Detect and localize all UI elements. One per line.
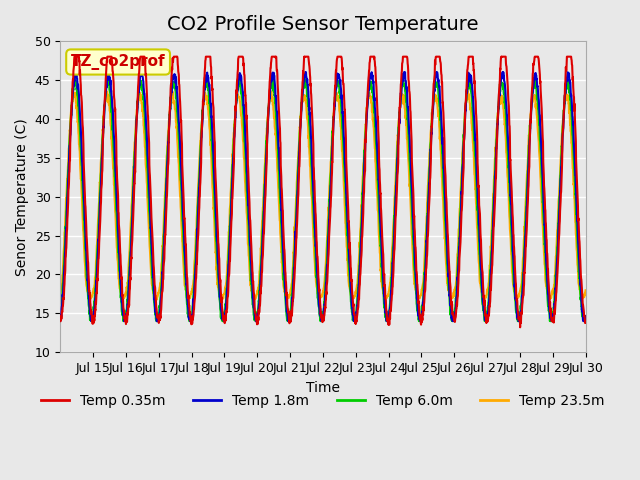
- Temp 6.0m: [56, 314, 64, 320]
- Title: CO2 Profile Sensor Temperature: CO2 Profile Sensor Temperature: [167, 15, 479, 34]
- Temp 0.35m: [582, 320, 589, 326]
- Temp 1.8m: [104, 69, 112, 75]
- Temp 0.35m: [83, 250, 91, 255]
- Temp 23.5m: [567, 128, 575, 133]
- Temp 0.35m: [470, 72, 478, 78]
- X-axis label: Time: Time: [306, 381, 340, 395]
- Temp 6.0m: [567, 107, 575, 112]
- Temp 23.5m: [480, 298, 488, 303]
- Line: Temp 0.35m: Temp 0.35m: [60, 57, 586, 327]
- Temp 1.8m: [470, 121, 478, 127]
- Temp 23.5m: [567, 128, 575, 134]
- Temp 0.35m: [312, 222, 320, 228]
- Temp 6.0m: [312, 266, 320, 272]
- Temp 1.8m: [88, 318, 95, 324]
- Temp 0.35m: [516, 324, 524, 330]
- Temp 1.8m: [298, 93, 306, 98]
- Temp 1.8m: [56, 318, 64, 324]
- Temp 0.35m: [70, 54, 78, 60]
- Temp 23.5m: [83, 287, 91, 292]
- Temp 23.5m: [470, 165, 478, 170]
- Temp 6.0m: [567, 100, 575, 106]
- Temp 1.8m: [312, 250, 320, 255]
- Temp 0.35m: [298, 87, 306, 93]
- Temp 0.35m: [567, 54, 575, 60]
- Temp 23.5m: [582, 288, 589, 293]
- Temp 6.0m: [298, 93, 306, 98]
- Temp 23.5m: [56, 290, 64, 296]
- Temp 6.0m: [470, 137, 478, 143]
- Temp 23.5m: [298, 102, 306, 108]
- Line: Temp 6.0m: Temp 6.0m: [60, 77, 586, 321]
- Temp 1.8m: [567, 93, 575, 99]
- Temp 6.0m: [83, 276, 91, 281]
- Temp 6.0m: [87, 318, 95, 324]
- Temp 1.8m: [83, 267, 91, 273]
- Temp 6.0m: [532, 74, 540, 80]
- Temp 23.5m: [312, 273, 319, 278]
- Text: TZ_co2prof: TZ_co2prof: [71, 54, 165, 70]
- Temp 1.8m: [582, 315, 589, 321]
- Legend: Temp 0.35m, Temp 1.8m, Temp 6.0m, Temp 23.5m: Temp 0.35m, Temp 1.8m, Temp 6.0m, Temp 2…: [35, 389, 611, 414]
- Temp 6.0m: [582, 315, 589, 321]
- Line: Temp 1.8m: Temp 1.8m: [60, 72, 586, 321]
- Line: Temp 23.5m: Temp 23.5m: [60, 91, 586, 300]
- Temp 0.35m: [567, 54, 575, 60]
- Temp 0.35m: [56, 317, 64, 323]
- Y-axis label: Senor Temperature (C): Senor Temperature (C): [15, 118, 29, 276]
- Temp 1.8m: [567, 86, 575, 92]
- Temp 23.5m: [464, 88, 472, 94]
